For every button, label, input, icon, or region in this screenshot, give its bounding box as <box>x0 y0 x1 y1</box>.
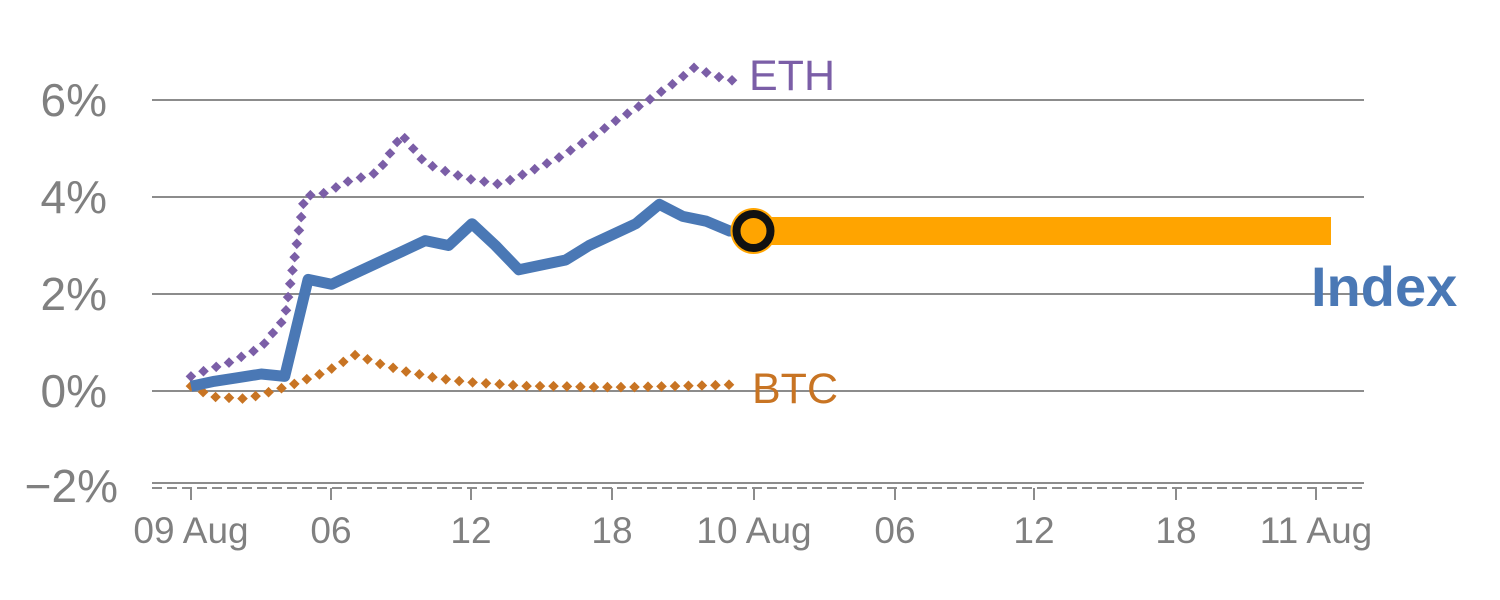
svg-text:06: 06 <box>874 510 915 551</box>
svg-text:18: 18 <box>591 510 632 551</box>
svg-text:11 Aug: 11 Aug <box>1260 510 1372 551</box>
svg-text:−2%: −2% <box>25 460 118 512</box>
svg-text:Index: Index <box>1311 255 1457 318</box>
svg-text:6%: 6% <box>41 74 107 126</box>
svg-text:BTC: BTC <box>752 365 838 413</box>
svg-text:4%: 4% <box>41 171 107 223</box>
svg-text:12: 12 <box>1013 510 1054 551</box>
svg-text:2%: 2% <box>41 268 107 320</box>
svg-text:ETH: ETH <box>749 52 835 100</box>
svg-text:06: 06 <box>310 510 351 551</box>
svg-text:09 Aug: 09 Aug <box>133 510 248 551</box>
svg-text:18: 18 <box>1155 510 1196 551</box>
svg-text:10 Aug: 10 Aug <box>696 510 811 551</box>
svg-text:0%: 0% <box>41 365 107 417</box>
svg-text:12: 12 <box>450 510 491 551</box>
